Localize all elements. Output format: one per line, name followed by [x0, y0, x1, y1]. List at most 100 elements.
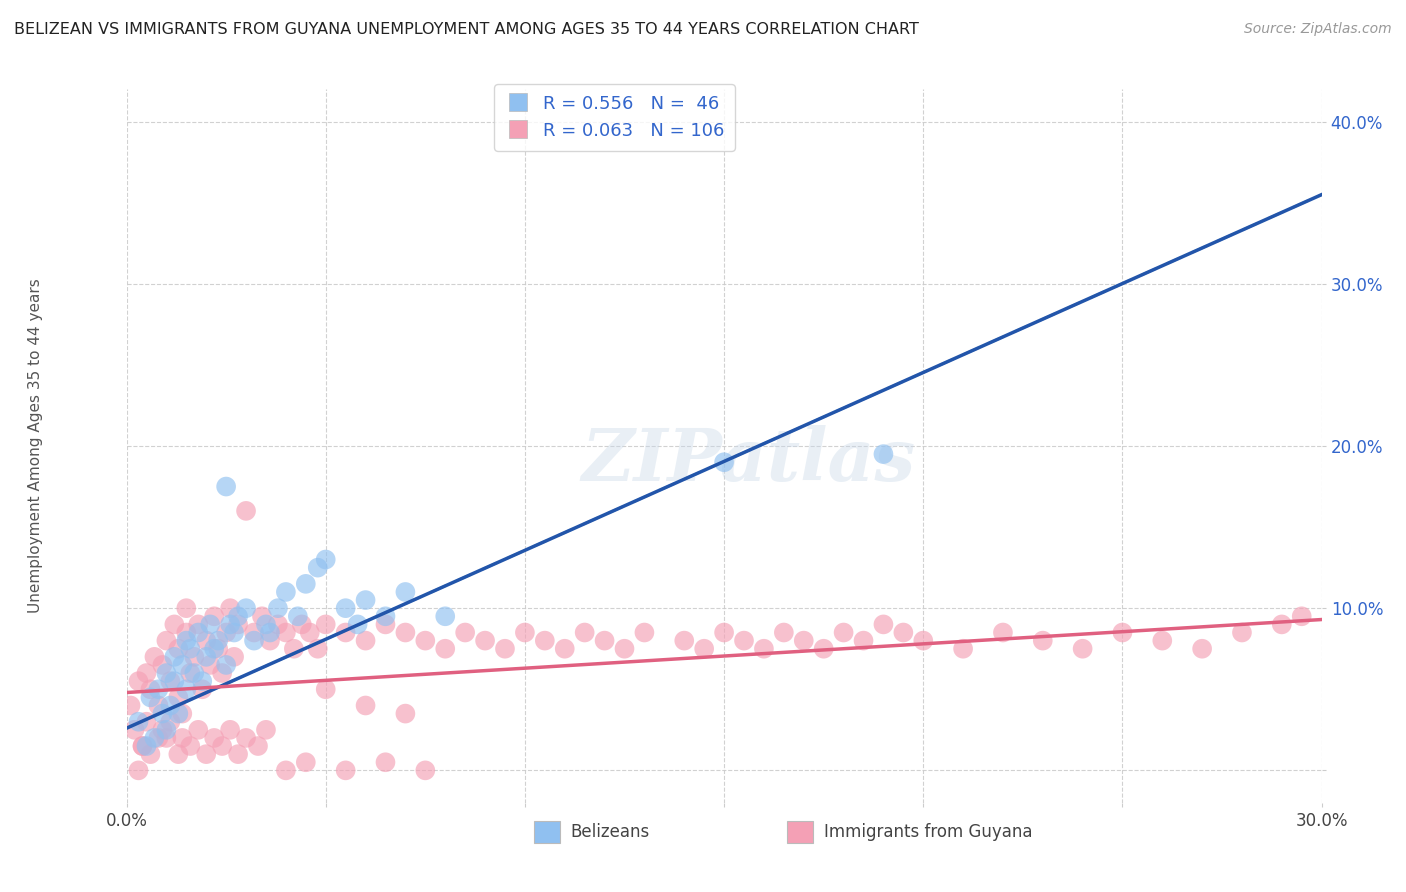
Point	[150, 706, 174, 721]
Point	[215, 625, 238, 640]
Point	[195, 633, 218, 648]
Point	[159, 674, 181, 689]
Point	[574, 625, 596, 640]
Point	[832, 625, 855, 640]
Point	[211, 739, 233, 753]
Point	[872, 617, 894, 632]
Point	[174, 682, 197, 697]
Text: Immigrants from Guyana: Immigrants from Guyana	[824, 822, 1032, 841]
Point	[773, 625, 796, 640]
Point	[187, 617, 209, 632]
Point	[247, 739, 270, 753]
Point	[174, 625, 197, 640]
Point	[183, 649, 205, 664]
Point	[1071, 641, 1094, 656]
Point	[733, 633, 755, 648]
Point	[226, 747, 249, 761]
Text: Source: ZipAtlas.com: Source: ZipAtlas.com	[1244, 22, 1392, 37]
Point	[354, 633, 377, 648]
Point	[413, 764, 436, 778]
Point	[254, 617, 277, 632]
Point	[912, 633, 935, 648]
Point	[434, 641, 457, 656]
Point	[195, 747, 218, 761]
Point	[211, 666, 233, 681]
Point	[891, 625, 914, 640]
Point	[752, 641, 775, 656]
Point	[991, 625, 1014, 640]
Point	[1191, 641, 1213, 656]
Point	[226, 609, 249, 624]
Point	[215, 479, 238, 493]
Point	[159, 698, 181, 713]
Point	[235, 731, 257, 745]
Point	[127, 714, 149, 729]
Point	[374, 617, 396, 632]
Point	[283, 641, 305, 656]
Point	[335, 764, 357, 778]
Point	[374, 609, 396, 624]
Point	[172, 657, 194, 672]
Point	[713, 455, 735, 469]
Point	[673, 633, 696, 648]
Point	[202, 641, 225, 656]
Point	[613, 641, 636, 656]
Point	[155, 731, 177, 745]
Text: Belizeans: Belizeans	[571, 822, 650, 841]
Point	[287, 609, 309, 624]
Point	[235, 504, 257, 518]
Point	[207, 633, 229, 648]
Point	[494, 641, 516, 656]
Point	[274, 585, 297, 599]
Point	[335, 625, 357, 640]
Point	[1291, 609, 1313, 624]
Text: ZIPatlas: ZIPatlas	[581, 425, 915, 496]
Point	[243, 633, 266, 648]
Point	[159, 714, 181, 729]
Point	[554, 641, 576, 656]
Point	[155, 666, 177, 681]
Point	[191, 682, 214, 697]
Point	[167, 706, 190, 721]
Text: Unemployment Among Ages 35 to 44 years: Unemployment Among Ages 35 to 44 years	[28, 278, 42, 614]
Point	[872, 447, 894, 461]
Point	[163, 617, 186, 632]
Point	[267, 601, 290, 615]
Point	[346, 617, 368, 632]
Point	[127, 674, 149, 689]
Point	[120, 698, 142, 713]
Point	[219, 617, 242, 632]
Point	[150, 657, 174, 672]
Point	[474, 633, 496, 648]
Point	[593, 633, 616, 648]
Point	[254, 723, 277, 737]
Point	[454, 625, 477, 640]
Point	[1152, 633, 1174, 648]
Point	[148, 731, 170, 745]
Point	[793, 633, 815, 648]
Point	[394, 625, 416, 640]
Point	[354, 698, 377, 713]
Point	[195, 649, 218, 664]
Point	[202, 731, 225, 745]
Point	[172, 731, 194, 745]
Point	[235, 601, 257, 615]
Point	[148, 698, 170, 713]
Point	[200, 657, 222, 672]
Point	[852, 633, 875, 648]
Point	[183, 666, 205, 681]
Point	[179, 739, 201, 753]
Text: BELIZEAN VS IMMIGRANTS FROM GUYANA UNEMPLOYMENT AMONG AGES 35 TO 44 YEARS CORREL: BELIZEAN VS IMMIGRANTS FROM GUYANA UNEMP…	[14, 22, 920, 37]
Point	[143, 731, 166, 745]
Point	[148, 682, 170, 697]
Point	[167, 641, 190, 656]
Point	[174, 633, 197, 648]
Point	[200, 617, 222, 632]
Point	[243, 625, 266, 640]
Point	[179, 641, 201, 656]
Point	[219, 601, 242, 615]
Point	[259, 625, 281, 640]
Point	[354, 593, 377, 607]
Point	[143, 649, 166, 664]
Point	[307, 560, 329, 574]
